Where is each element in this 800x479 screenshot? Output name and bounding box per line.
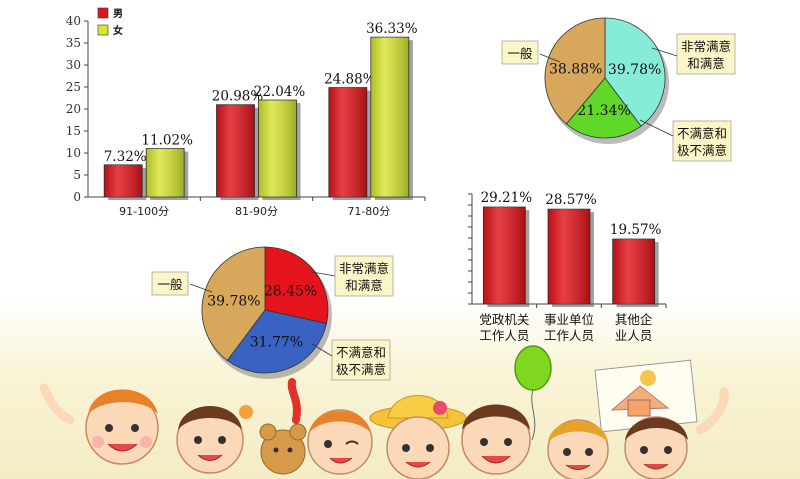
pie-category-label: 不满意和 [336,345,386,360]
bar-female [258,99,301,200]
pie-category-label: 和满意 [687,56,725,71]
pie-category-label: 极不满意 [677,143,727,158]
pie-category-box [501,40,539,65]
occupation-bar [612,238,659,307]
pie-category-box [151,271,189,296]
child-face-6 [547,419,609,479]
data-label: 22.04% [254,84,306,100]
pie-slice [264,246,329,325]
data-label: 28.57% [545,192,597,208]
child-face-2 [176,405,253,474]
pie-value-label: 31.77% [250,335,303,351]
bar-male-highlight [104,164,143,197]
pie-category-box [672,120,732,162]
bar-male [328,87,371,200]
pie-leader-line [651,47,678,57]
pie-category-label: 和满意 [345,278,383,293]
occupation-bar-highlight [483,207,526,304]
x-tick-label: 事业单位 [544,312,594,327]
pie-slice [201,246,266,362]
child-face-5 [461,404,531,475]
x-tick-label: 其他企 [615,312,653,327]
child-face-4 [386,416,450,479]
data-label: 24.88% [324,72,376,88]
pie-category-label: 一般 [507,46,533,61]
data-label: 7.32% [104,149,147,165]
pie-value-label: 21.34% [577,103,630,119]
y-tick-label: 10 [66,146,81,160]
pie-leader-line [639,119,674,137]
bar-female-highlight [258,100,297,197]
x-tick-label: 91-100分 [119,205,169,218]
bar-male-highlight [216,104,255,197]
bar-female-highlight [370,37,409,198]
pie-value-label: 38.88% [549,61,602,77]
x-tick-label: 工作人员 [479,328,529,343]
pie-leader-line [189,283,213,293]
pie-category-label: 非常满意 [681,39,731,54]
pie-category-label: 一般 [157,277,183,292]
legend-swatch [97,24,109,36]
sun-hat-icon [369,395,467,431]
y-tick-label: 35 [66,36,81,50]
child-face-7 [624,387,729,479]
pie-category-label: 不满意和 [677,126,727,141]
y-tick-label: 30 [66,58,81,72]
x-tick-label: 工作人员 [544,328,594,343]
legend-swatch [97,7,109,19]
pie-slice [604,17,666,127]
legend-label: 男 [113,8,123,20]
cartoon-children-illustration [39,345,729,479]
occupation-bar [482,206,530,307]
y-tick-label: 15 [66,124,81,138]
occupation-bar-highlight [548,209,590,304]
child-face-1 [39,383,159,465]
y-tick-label: 25 [66,80,81,94]
pie-category-box [331,339,391,381]
pie-category-label: 极不满意 [336,362,386,377]
x-tick-label: 81-90分 [235,205,278,218]
x-tick-label: 71-80分 [347,205,390,218]
pie-value-label: 28.45% [264,283,317,299]
pie-leader-line [311,343,333,357]
pie-leader-line [539,53,561,63]
x-tick-label: 党政机关 [479,312,529,327]
balloon-icon [514,345,552,441]
pie-slice [226,309,328,374]
bar-female [145,148,189,200]
pie-category-label: 非常满意 [339,261,389,276]
child-face-3 [307,409,373,475]
pie-value-label: 39.78% [207,294,260,310]
data-label: 20.98% [212,89,264,105]
drawing-paper-icon [594,359,698,433]
bar-male [216,104,259,200]
data-label: 11.02% [141,133,193,149]
y-tick-label: 40 [66,14,81,28]
occupation-bar-highlight [612,239,655,304]
data-label: 36.33% [366,21,418,37]
data-label: 29.21% [481,190,533,206]
bar-male-highlight [328,87,367,197]
data-label: 19.57% [610,222,662,238]
occupation-bar [547,208,594,307]
y-tick-label: 5 [73,168,81,182]
pie-leader-line [311,271,336,277]
pie-category-box [676,33,736,75]
pie-category-box [334,255,394,297]
y-tick-label: 20 [66,102,81,116]
legend-label: 女 [113,24,123,37]
bar-male [103,164,147,200]
pie-value-label: 39.78% [608,62,661,78]
score-bar-chart: 0 5 10 15 20 25 30 35 40 91-100分 7.32%11.02% 81-90分… [66,7,426,218]
x-tick-label: 业人员 [615,328,653,343]
bar-female-highlight [146,148,185,197]
bar-female [370,36,413,201]
pie-slice [565,77,642,139]
teddy-bear-icon [259,378,307,475]
y-tick-label: 0 [73,190,81,204]
